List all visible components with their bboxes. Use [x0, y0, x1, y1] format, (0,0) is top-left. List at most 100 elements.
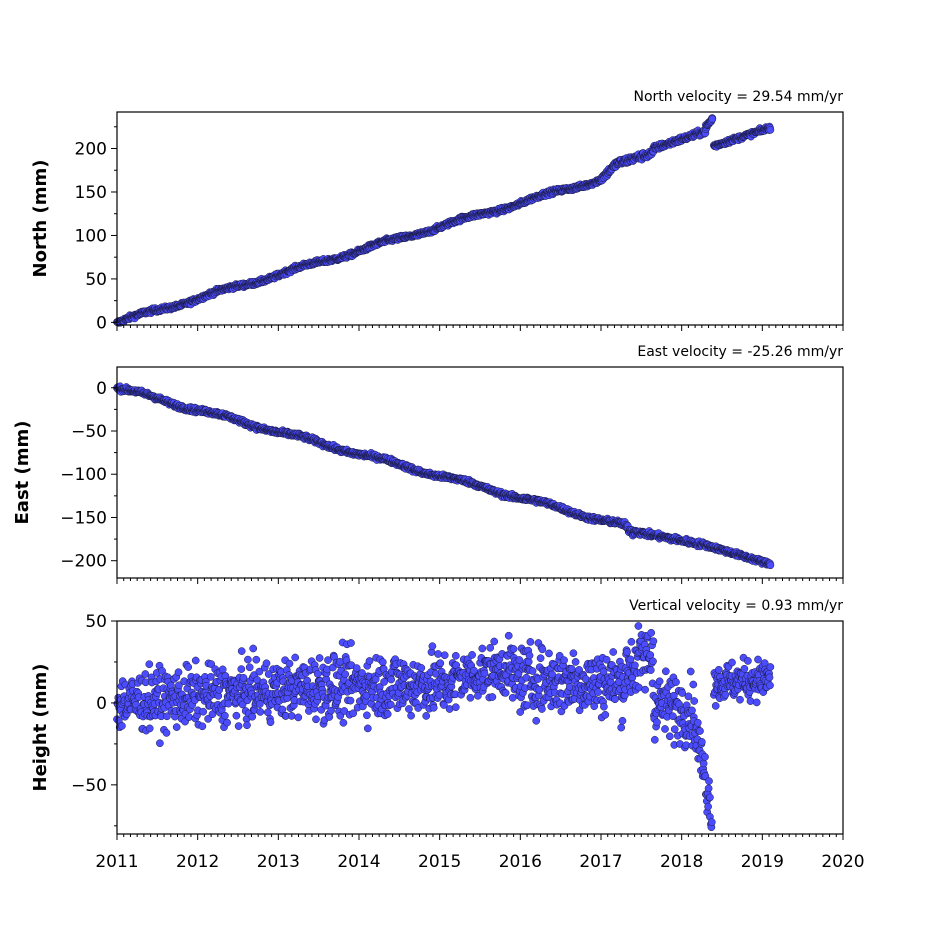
height-point	[440, 651, 449, 660]
x-tick-label: 2017	[579, 852, 622, 872]
height-point	[714, 665, 723, 674]
height-point	[490, 637, 499, 646]
east-y-axis-label: East (mm)	[12, 421, 33, 525]
height-point	[237, 665, 246, 673]
height-point	[191, 656, 200, 665]
height-point	[248, 712, 257, 721]
height-point	[653, 718, 661, 727]
x-tick-label: 2019	[741, 852, 784, 872]
height-point	[291, 653, 300, 662]
height-point	[548, 670, 556, 679]
north-points	[113, 114, 775, 327]
height-point	[325, 713, 334, 721]
height-point	[504, 631, 513, 640]
height-point	[696, 727, 704, 735]
x-tick-label: 2012	[176, 852, 219, 872]
height-point	[766, 663, 775, 671]
height-y-tick-label: −50	[71, 776, 107, 796]
height-point	[688, 706, 696, 715]
height-point	[174, 668, 183, 677]
height-point	[239, 673, 248, 682]
height-point	[693, 718, 702, 727]
height-point	[501, 689, 510, 697]
height-point	[701, 753, 709, 761]
height-point	[315, 654, 324, 662]
height-point	[765, 673, 774, 682]
height-point	[728, 658, 736, 667]
north-y-axis-label: North (mm)	[30, 160, 51, 278]
height-point	[223, 718, 231, 727]
north-y-tick-label: 200	[75, 140, 107, 160]
height-point	[252, 655, 261, 664]
north-point	[766, 126, 775, 134]
height-velocity-annotation: Vertical velocity = 0.93 mm/yr	[629, 598, 843, 614]
height-point	[650, 735, 659, 744]
height-point	[386, 700, 395, 709]
height-point	[380, 678, 388, 686]
height-point	[285, 659, 294, 668]
height-point	[145, 724, 154, 733]
height-point	[665, 732, 674, 741]
height-point	[684, 692, 693, 701]
height-point	[466, 693, 475, 702]
height-point	[313, 670, 322, 678]
height-point	[435, 690, 444, 699]
height-point	[162, 729, 171, 737]
height-point	[232, 711, 241, 720]
height-point	[417, 664, 426, 672]
height-point	[294, 713, 303, 722]
east-y-tick-label: −100	[60, 465, 107, 485]
height-point	[363, 711, 371, 720]
east-y-tick-label: −150	[60, 508, 107, 528]
height-point	[545, 649, 553, 658]
height-point	[641, 685, 649, 694]
height-point	[601, 710, 610, 719]
height-point	[646, 666, 655, 674]
height-point	[387, 675, 396, 684]
height-point	[339, 718, 348, 727]
height-point	[536, 654, 545, 663]
x-tick-label: 2011	[95, 852, 138, 872]
height-point	[661, 667, 670, 676]
east-velocity-annotation: East velocity = -25.26 mm/yr	[637, 344, 843, 360]
height-point	[571, 658, 580, 666]
x-tick-label: 2020	[821, 852, 864, 872]
height-point	[347, 639, 355, 647]
height-point	[766, 681, 774, 690]
height-point	[249, 644, 258, 653]
height-point	[486, 643, 495, 652]
height-point	[156, 739, 164, 748]
height-point	[721, 690, 730, 699]
height-point	[634, 622, 643, 630]
height-point	[526, 638, 535, 646]
height-point	[704, 784, 713, 793]
height-point	[234, 722, 243, 730]
height-point	[365, 657, 374, 665]
height-point	[244, 655, 252, 664]
height-point	[451, 703, 460, 712]
height-point	[618, 716, 627, 725]
height-point	[623, 648, 631, 656]
height-point	[631, 661, 639, 670]
north-y-tick-label: 0	[96, 313, 107, 333]
height-point	[661, 725, 669, 733]
height-point	[686, 667, 695, 676]
north-panel: 0 50 100 150 200 North (mm) North velocity =…	[30, 89, 844, 333]
height-point	[266, 718, 275, 727]
east-y-tick-label: −200	[60, 552, 107, 572]
height-point	[336, 657, 344, 666]
height-point	[699, 759, 708, 768]
height-point	[383, 710, 392, 718]
height-point	[263, 708, 272, 717]
height-point	[525, 651, 534, 660]
height-point	[600, 702, 608, 711]
height-point	[647, 628, 656, 637]
height-point	[649, 637, 658, 646]
height-point	[736, 695, 744, 704]
height-point	[278, 705, 287, 714]
height-point	[378, 658, 387, 666]
height-point	[711, 702, 720, 710]
height-point	[509, 645, 518, 653]
height-point	[649, 657, 657, 666]
